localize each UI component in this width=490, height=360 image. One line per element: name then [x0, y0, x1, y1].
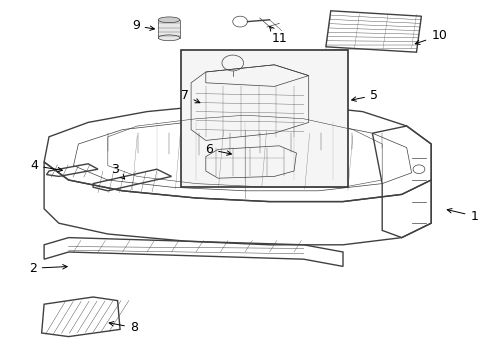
- Text: 10: 10: [415, 29, 447, 44]
- Text: 11: 11: [270, 26, 288, 45]
- Text: 5: 5: [352, 89, 378, 102]
- Text: 7: 7: [181, 89, 200, 103]
- Bar: [181, 50, 348, 187]
- Ellipse shape: [158, 17, 180, 23]
- Text: 2: 2: [29, 262, 67, 275]
- Text: 4: 4: [30, 159, 62, 172]
- Text: 3: 3: [111, 163, 124, 179]
- Text: 1: 1: [447, 208, 478, 222]
- Text: 6: 6: [205, 143, 231, 156]
- Ellipse shape: [158, 35, 180, 41]
- Text: 9: 9: [132, 19, 154, 32]
- Text: 8: 8: [109, 321, 138, 334]
- Bar: [158, 20, 180, 38]
